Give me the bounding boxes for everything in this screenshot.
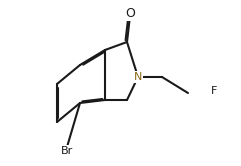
Text: Br: Br	[61, 146, 73, 156]
Text: F: F	[211, 86, 217, 96]
Text: O: O	[125, 7, 135, 20]
Text: N: N	[134, 72, 143, 82]
